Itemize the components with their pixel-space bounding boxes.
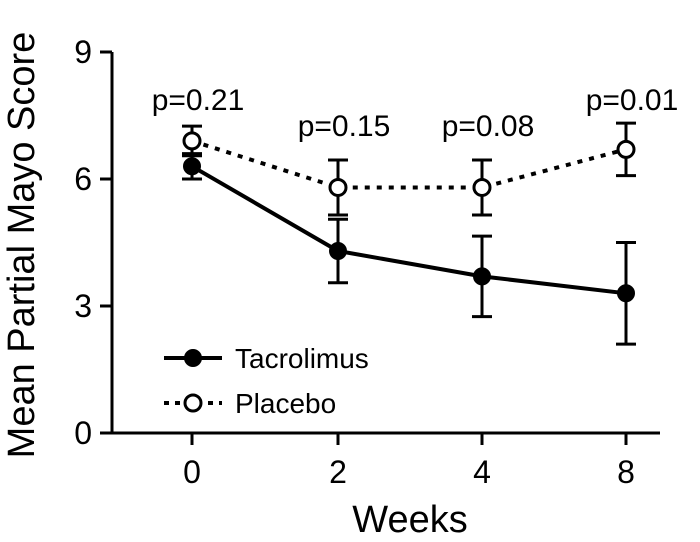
y-ticks: 0 3 6 9 bbox=[74, 34, 112, 451]
legend-label-tacrolimus: Tacrolimus bbox=[235, 343, 369, 374]
y-tick-label: 9 bbox=[74, 34, 92, 70]
y-tick-label: 0 bbox=[74, 415, 92, 451]
data-point-tacrolimus bbox=[183, 157, 201, 176]
data-point-tacrolimus bbox=[617, 284, 635, 303]
data-point-placebo bbox=[472, 177, 492, 197]
data-point-placebo bbox=[616, 139, 636, 159]
legend-label-placebo: Placebo bbox=[235, 388, 336, 419]
legend-marker-placebo bbox=[183, 393, 203, 413]
x-tick-label: 4 bbox=[473, 454, 491, 490]
x-tick-label: 2 bbox=[329, 454, 347, 490]
y-tick-label: 6 bbox=[74, 161, 92, 197]
x-tick-label: 0 bbox=[183, 454, 201, 490]
p-value-label: p=0.01 bbox=[586, 84, 679, 117]
series-layer bbox=[182, 121, 636, 346]
legend-item-tacrolimus: Tacrolimus bbox=[164, 343, 369, 374]
data-point-placebo bbox=[182, 131, 202, 151]
x-tick-label: 8 bbox=[617, 454, 635, 490]
legend: Tacrolimus Placebo bbox=[164, 343, 369, 419]
series-line-tacrolimus bbox=[190, 164, 627, 296]
y-tick-label: 3 bbox=[74, 288, 92, 324]
data-point-placebo bbox=[328, 177, 348, 197]
x-axis-title: Weeks bbox=[352, 499, 467, 541]
p-value-label: p=0.15 bbox=[298, 110, 391, 143]
y-axis-title: Mean Partial Mayo Score bbox=[1, 32, 43, 459]
p-value-label: p=0.21 bbox=[152, 84, 245, 117]
data-point-tacrolimus bbox=[473, 267, 491, 286]
legend-marker-tacrolimus bbox=[184, 349, 202, 367]
p-value-label: p=0.08 bbox=[442, 110, 535, 143]
p-value-annotations: p=0.21 p=0.15 p=0.08 p=0.01 bbox=[152, 84, 679, 143]
x-ticks: 0 2 4 8 bbox=[183, 433, 635, 490]
data-point-tacrolimus bbox=[329, 241, 347, 260]
series-line-placebo bbox=[191, 138, 627, 190]
legend-item-placebo: Placebo bbox=[164, 388, 336, 419]
